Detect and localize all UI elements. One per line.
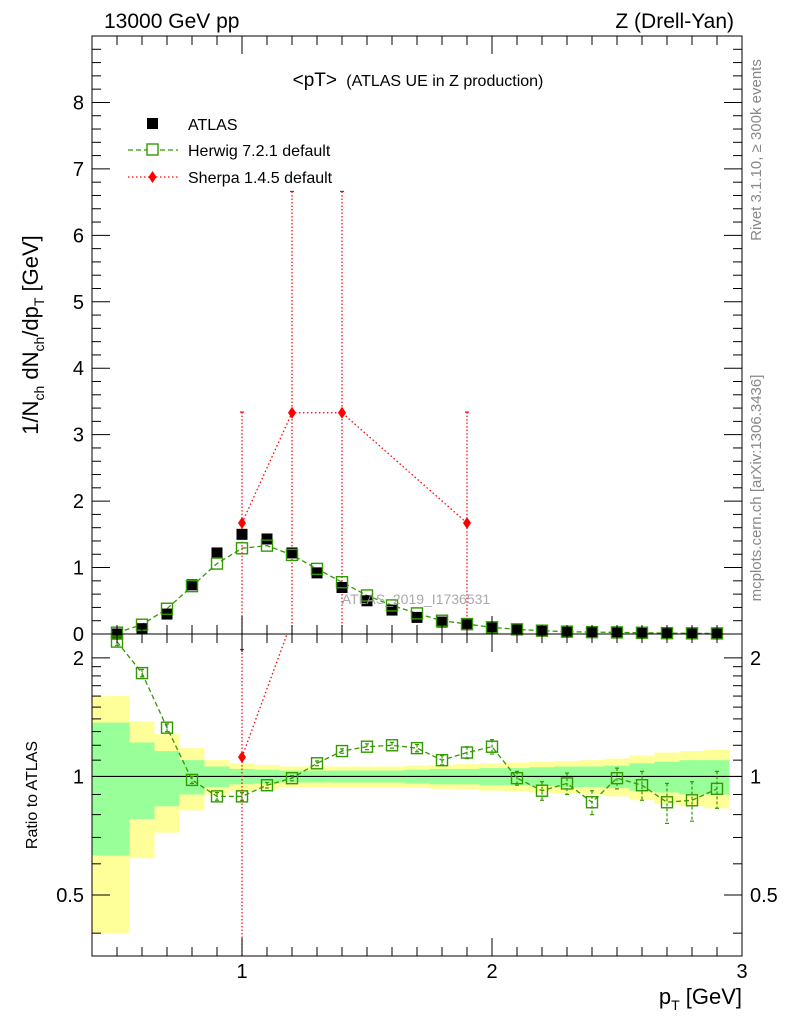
herwig-ratio-point (160, 721, 174, 734)
herwig-ratio-line (116, 641, 718, 804)
herwig-point (385, 599, 399, 612)
header-left: 13000 GeV pp (104, 10, 239, 33)
herwig-ratio-point (210, 790, 224, 803)
atlas-point (461, 619, 473, 631)
herwig-ratio-point (610, 771, 624, 785)
main-y-tick-label: 4 (73, 358, 84, 380)
herwig-point (260, 539, 274, 552)
herwig-ratio-point (485, 740, 499, 753)
herwig-ratio-point (335, 744, 349, 758)
main-y-tick-label: 8 (73, 92, 84, 114)
herwig-point (335, 575, 349, 589)
herwig-ratio-point (685, 794, 699, 807)
main-y-tick-label: 3 (73, 425, 84, 447)
plot-title-main: <pT> (293, 70, 337, 91)
plot-title: <pT> (ATLAS UE in Z production) (293, 70, 544, 91)
legend-sherpa-label: Sherpa 1.4.5 default (188, 170, 333, 187)
atlas-point (311, 567, 323, 579)
ratio-band-inner (654, 761, 680, 793)
herwig-ratio-point (260, 779, 274, 792)
herwig-ratio-point (185, 773, 199, 787)
main-panel: 0 1 2 3 4 5 6 7 8 (73, 35, 743, 646)
atlas-point (186, 579, 198, 591)
legend-herwig-label: Herwig 7.2.1 default (188, 143, 331, 160)
legend: ATLAS Herwig 7.2.1 default Sherpa 1.4.5 … (128, 117, 333, 187)
herwig-ratio-point (710, 782, 724, 796)
ratio-y-axis: 0.5 0.5 1 1 2 2 (56, 648, 778, 934)
main-y-tick-label: 6 (73, 225, 84, 247)
legend-atlas-marker (147, 118, 158, 129)
main-y-tick-label: 1 (73, 558, 84, 580)
x-axis-label: pT [GeV] (659, 984, 742, 1013)
herwig-ratio-point (410, 741, 424, 755)
herwig-ratio-point (285, 771, 299, 785)
atlas-point (286, 547, 298, 559)
atlas-point (261, 533, 273, 545)
sherpa-point (288, 406, 296, 419)
sherpa-ratio-point (238, 751, 246, 764)
herwig-ratio-point (460, 746, 474, 759)
atlas-point (386, 604, 398, 616)
x-axis: 1 2 3 (116, 36, 748, 983)
sherpa-point (463, 517, 471, 530)
herwig-point (185, 579, 199, 593)
ratio-y-tick-label: 2 (73, 648, 84, 670)
atlas-point (236, 528, 248, 540)
herwig-ratio-point (360, 740, 374, 753)
main-y-tick-label: 0 (73, 624, 84, 646)
herwig-point (285, 548, 299, 562)
ratio-band-inner (154, 751, 180, 807)
atlas-point (211, 547, 223, 559)
sherpa-point (238, 517, 246, 530)
x-tick-label: 2 (486, 961, 497, 983)
plot-title-sub: (ATLAS UE in Z production) (346, 73, 543, 90)
ratio-y-tick-label-right: 2 (750, 648, 761, 670)
herwig-point (210, 557, 224, 570)
herwig-ratio-point (535, 784, 549, 797)
atlas-point (411, 611, 423, 623)
sherpa-line (241, 412, 468, 524)
main-y-tick-label: 7 (73, 159, 84, 181)
herwig-point (410, 607, 424, 620)
ratio-band-inner (129, 742, 155, 819)
sherpa-ratio-line (241, 633, 288, 758)
x-tick-label: 1 (236, 961, 247, 983)
header-right: Z (Drell-Yan) (615, 10, 734, 33)
herwig-ratio-point (135, 666, 149, 680)
atlas-point (436, 616, 448, 628)
herwig-ratio-point (385, 739, 399, 752)
herwig-ratio-point (635, 779, 649, 792)
main-y-axis: 0 1 2 3 4 5 6 7 8 (73, 48, 742, 646)
herwig-point (360, 589, 374, 602)
y-axis-label-ratio: Ratio to ATLAS (24, 741, 41, 849)
watermark: ATLAS_2019_I1736531 (342, 591, 491, 607)
herwig-ratio-point (510, 771, 524, 785)
herwig-ratio-point (585, 796, 599, 809)
legend-atlas-label: ATLAS (188, 117, 238, 134)
ratio-y-tick-label-right: 0.5 (750, 885, 778, 907)
herwig-point (310, 562, 324, 576)
herwig-ratio-point (660, 796, 674, 809)
ratio-y-tick-label-right: 1 (750, 766, 761, 788)
rivet-label: Rivet 3.1.10, ≥ 300k events (748, 59, 765, 241)
herwig-point (235, 542, 249, 555)
main-y-tick-label: 2 (73, 491, 84, 513)
herwig-point (160, 602, 174, 615)
legend-sherpa-marker (148, 171, 157, 183)
x-tick-label: 3 (736, 961, 747, 983)
ratio-y-tick-label: 1 (73, 766, 84, 788)
ratio-y-tick-label: 0.5 (56, 885, 84, 907)
legend-herwig-marker (146, 143, 159, 156)
herwig-ratio-point (310, 757, 324, 770)
sherpa-point (338, 406, 346, 419)
ratio-band-inner (92, 722, 130, 856)
y-axis-label-main: 1/Nch dNch/dpT [GeV] (18, 235, 47, 435)
main-y-tick-label: 5 (73, 292, 84, 314)
herwig-ratio-point (560, 777, 574, 790)
mcplots-label: mcplots.cern.ch [arXiv:1306.3436] (748, 375, 765, 602)
ratio-panel: 0.5 0.5 1 1 2 2 (56, 633, 778, 957)
herwig-ratio-point (435, 753, 449, 767)
